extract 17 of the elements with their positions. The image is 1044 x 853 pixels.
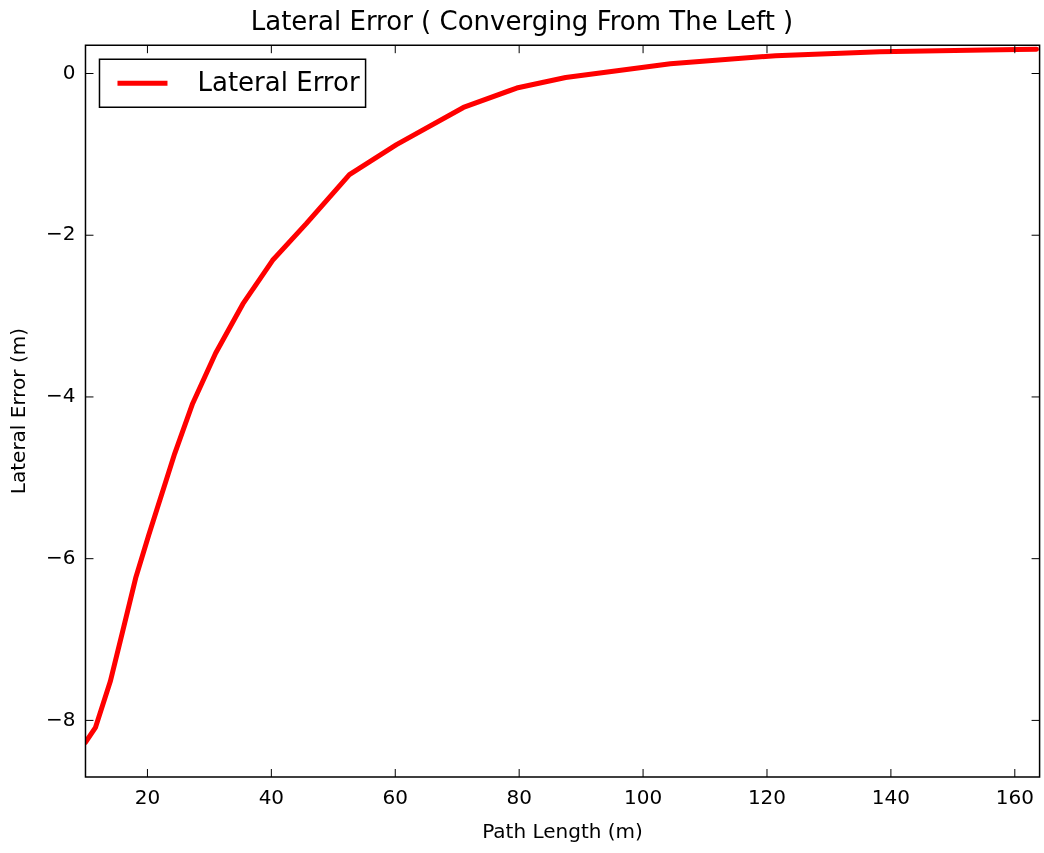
x-tick-label: 160	[995, 785, 1034, 810]
x-tick-label: 100	[623, 785, 663, 810]
y-axis-title: Lateral Error (m)	[6, 328, 31, 495]
x-tick-label: 80	[506, 785, 532, 810]
x-axis-title: Path Length (m)	[482, 819, 643, 844]
chart-title: Lateral Error ( Converging From The Left )	[250, 6, 794, 37]
x-tick-label: 40	[258, 785, 285, 810]
legend-label: Lateral Error	[197, 66, 360, 97]
y-tick-label: −8	[46, 706, 76, 731]
x-tick-label: 60	[382, 785, 408, 810]
y-tick-label: −4	[46, 383, 76, 408]
x-tick-label: 120	[747, 785, 787, 810]
y-tick-label: −2	[46, 221, 76, 246]
y-tick-label: 0	[62, 59, 76, 84]
y-tick-label: −6	[46, 544, 76, 569]
x-tick-label: 140	[871, 785, 910, 810]
x-tick-label: 20	[134, 785, 161, 810]
